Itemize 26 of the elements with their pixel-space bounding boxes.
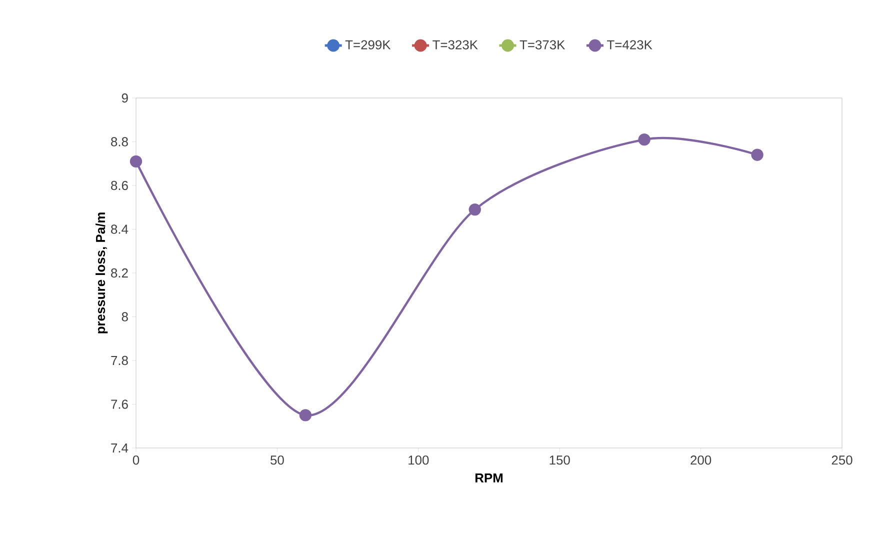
- y-tick-label: 8: [122, 312, 128, 322]
- legend-label: T=299K: [345, 40, 391, 50]
- legend-label: T=373K: [520, 40, 566, 50]
- legend-label: T=323K: [432, 40, 478, 50]
- y-axis-title: pressure loss, Pa/m: [96, 212, 108, 334]
- y-tick-label: 7.8: [111, 356, 128, 366]
- x-tick-label: 150: [550, 456, 570, 465]
- point: [751, 148, 764, 161]
- x-tick-label: 250: [832, 456, 852, 465]
- x-tick-label: 200: [690, 456, 712, 465]
- y-tick-label: 7.4: [111, 444, 128, 452]
- x-tick-label: 100: [408, 456, 429, 465]
- point: [468, 203, 481, 216]
- legend-label: T=423K: [607, 40, 652, 50]
- x-tick-label: 0: [132, 456, 140, 465]
- y-tick-label: 9: [122, 93, 128, 103]
- point: [299, 409, 312, 422]
- y-tick-label: 8.6: [111, 180, 128, 190]
- x-tick-label: 50: [270, 456, 284, 465]
- x-axis-title: RPM: [475, 474, 503, 482]
- y-tick-label: 8.4: [111, 224, 128, 234]
- point: [130, 155, 142, 168]
- y-tick-label: 7.6: [111, 400, 128, 409]
- point: [638, 133, 650, 146]
- y-tick-label: 8.8: [111, 137, 128, 146]
- y-tick-label: 8.2: [111, 268, 128, 278]
